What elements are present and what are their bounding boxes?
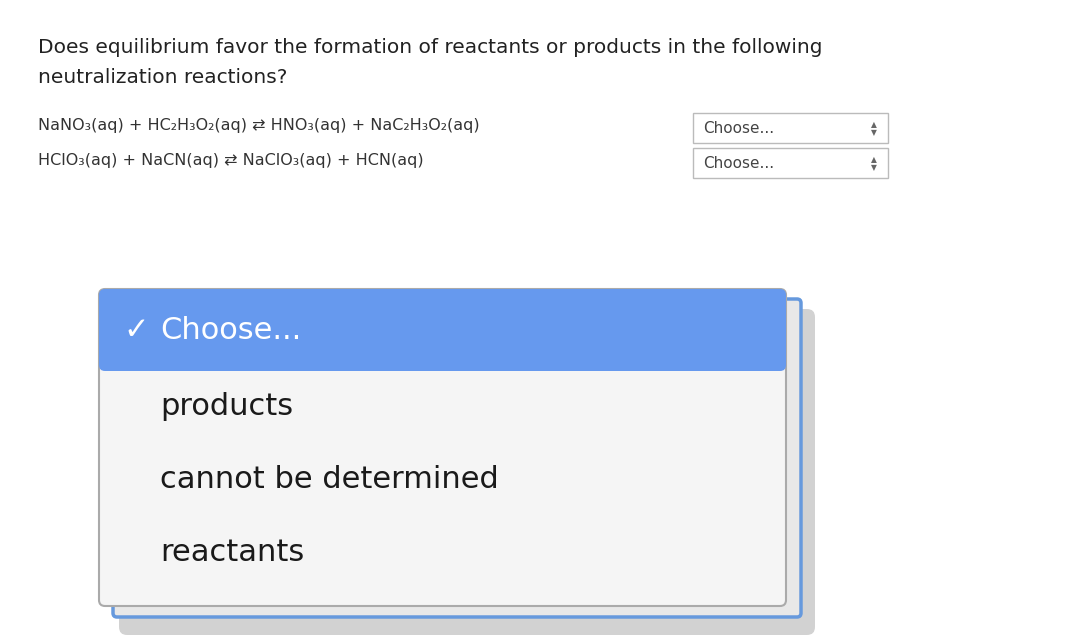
Text: neutralization reactions?: neutralization reactions? bbox=[38, 68, 287, 87]
FancyBboxPatch shape bbox=[119, 309, 815, 635]
FancyBboxPatch shape bbox=[693, 148, 888, 178]
Text: ▼: ▼ bbox=[872, 128, 877, 138]
Text: ✓: ✓ bbox=[123, 315, 149, 344]
Text: reactants: reactants bbox=[160, 538, 305, 567]
FancyBboxPatch shape bbox=[99, 289, 786, 371]
FancyBboxPatch shape bbox=[693, 113, 888, 143]
Text: products: products bbox=[160, 392, 293, 421]
Text: ▲: ▲ bbox=[872, 156, 877, 165]
FancyBboxPatch shape bbox=[99, 289, 786, 606]
Text: Choose...: Choose... bbox=[703, 156, 774, 171]
Text: Does equilibrium favor the formation of reactants or products in the following: Does equilibrium favor the formation of … bbox=[38, 38, 823, 57]
Text: Choose...: Choose... bbox=[160, 315, 301, 344]
Text: ▼: ▼ bbox=[872, 163, 877, 172]
Text: HClO₃(aq) + NaCN(aq) ⇄ NaClO₃(aq) + HCN(aq): HClO₃(aq) + NaCN(aq) ⇄ NaClO₃(aq) + HCN(… bbox=[38, 153, 423, 168]
Text: Choose...: Choose... bbox=[703, 121, 774, 135]
Text: cannot be determined: cannot be determined bbox=[160, 465, 499, 494]
FancyBboxPatch shape bbox=[113, 299, 801, 617]
Text: NaNO₃(aq) + HC₂H₃O₂(aq) ⇄ HNO₃(aq) + NaC₂H₃O₂(aq): NaNO₃(aq) + HC₂H₃O₂(aq) ⇄ HNO₃(aq) + NaC… bbox=[38, 118, 480, 133]
Text: ▲: ▲ bbox=[872, 121, 877, 129]
